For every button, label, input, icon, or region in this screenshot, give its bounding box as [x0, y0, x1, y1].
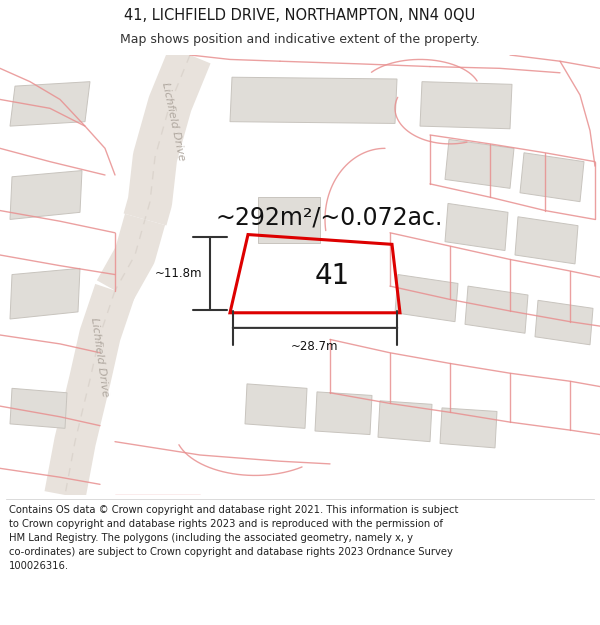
Text: ~11.8m: ~11.8m	[155, 267, 202, 280]
Polygon shape	[535, 301, 593, 345]
Polygon shape	[378, 401, 432, 442]
Polygon shape	[258, 198, 320, 244]
Polygon shape	[440, 408, 497, 448]
Text: Lichfield Drive: Lichfield Drive	[160, 81, 186, 162]
Text: 41, LICHFIELD DRIVE, NORTHAMPTON, NN4 0QU: 41, LICHFIELD DRIVE, NORTHAMPTON, NN4 0Q…	[124, 8, 476, 23]
Text: Lichfield Drive: Lichfield Drive	[89, 317, 110, 398]
Polygon shape	[230, 78, 397, 124]
Text: ~28.7m: ~28.7m	[291, 341, 339, 353]
Polygon shape	[315, 392, 372, 434]
Polygon shape	[420, 82, 512, 129]
Polygon shape	[10, 388, 67, 428]
Polygon shape	[10, 82, 90, 126]
Polygon shape	[10, 171, 82, 219]
Polygon shape	[465, 286, 528, 333]
Text: ~292m²/~0.072ac.: ~292m²/~0.072ac.	[215, 206, 442, 229]
Polygon shape	[520, 152, 584, 202]
Text: Contains OS data © Crown copyright and database right 2021. This information is : Contains OS data © Crown copyright and d…	[9, 506, 458, 571]
Polygon shape	[515, 217, 578, 264]
Text: Map shows position and indicative extent of the property.: Map shows position and indicative extent…	[120, 33, 480, 46]
Text: 41: 41	[315, 262, 350, 290]
Polygon shape	[445, 204, 508, 251]
Polygon shape	[395, 274, 458, 322]
Polygon shape	[245, 384, 307, 428]
Polygon shape	[10, 268, 80, 319]
Polygon shape	[445, 139, 514, 188]
